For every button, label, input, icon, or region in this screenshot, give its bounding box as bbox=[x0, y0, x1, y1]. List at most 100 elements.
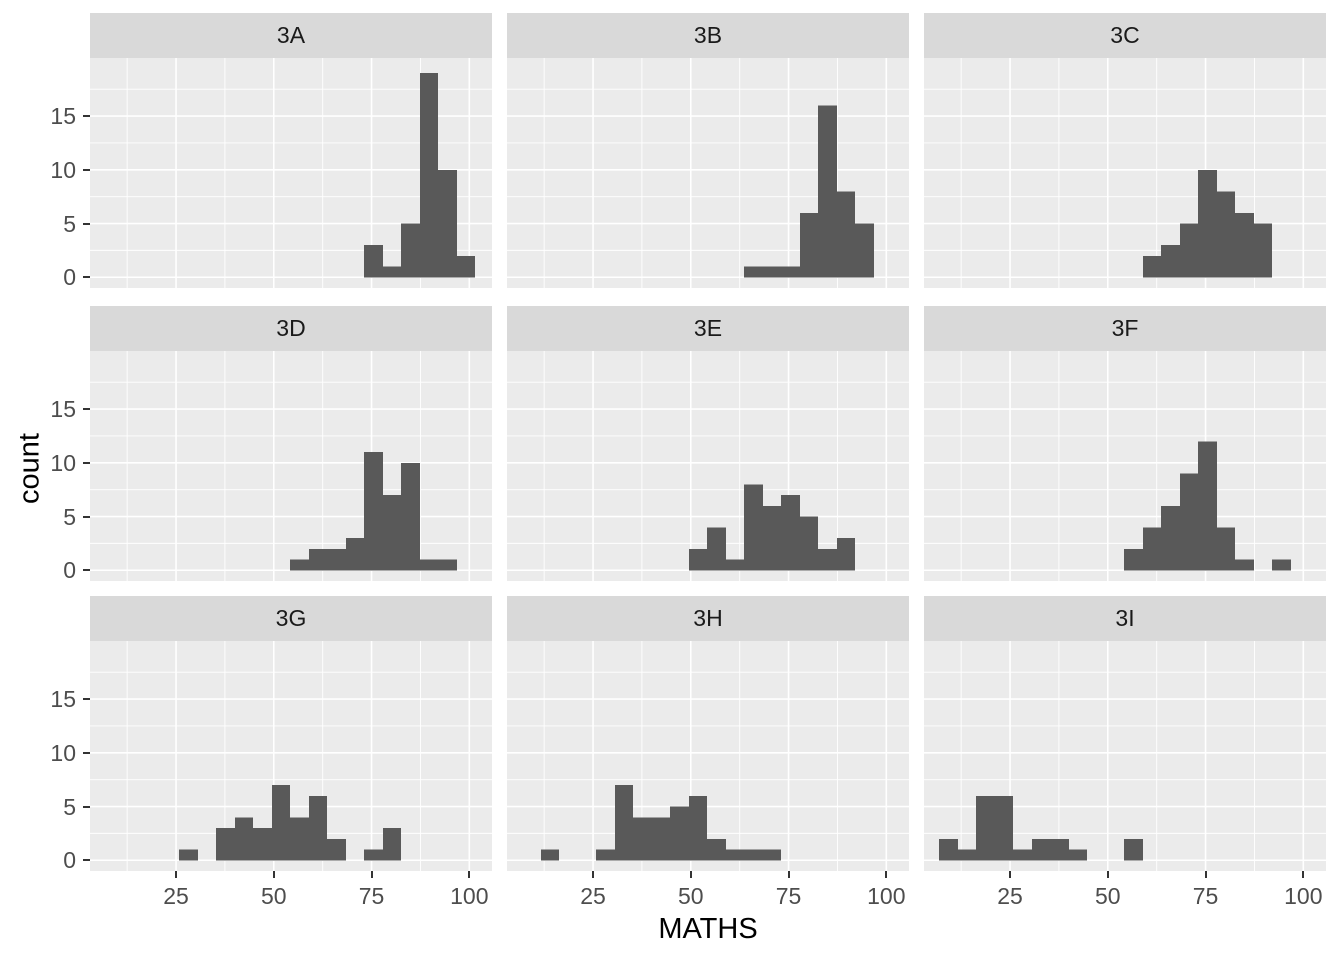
facet-strip-label: 3B bbox=[693, 22, 723, 48]
x-axis-title: MATHS bbox=[658, 913, 758, 945]
histogram-bar bbox=[1235, 559, 1254, 571]
x-tick-mark bbox=[370, 871, 373, 878]
facet-3E: 3E bbox=[507, 306, 909, 581]
x-tick-label: 50 bbox=[1094, 883, 1121, 909]
facet-strip: 3I bbox=[924, 596, 1326, 641]
x-tick-mark bbox=[1009, 871, 1012, 878]
histogram-bar bbox=[290, 817, 309, 861]
y-tick-mark bbox=[83, 461, 90, 464]
histogram-bar bbox=[1198, 169, 1217, 278]
facet-panel bbox=[90, 351, 492, 581]
x-tick-mark bbox=[592, 871, 595, 878]
y-tick-label: 10 bbox=[50, 449, 76, 476]
histogram-bar bbox=[596, 849, 615, 861]
facet-panel bbox=[507, 641, 909, 871]
facet-panel bbox=[924, 641, 1326, 871]
histogram-bar bbox=[346, 538, 364, 571]
histogram-bar bbox=[615, 785, 633, 861]
y-tick-label: 5 bbox=[63, 793, 76, 820]
histogram-bar bbox=[837, 191, 855, 278]
y-tick-mark bbox=[83, 408, 90, 411]
y-tick-label: 0 bbox=[63, 264, 76, 291]
histogram-bar bbox=[633, 817, 652, 861]
facet-panel bbox=[924, 58, 1326, 288]
histogram-bar bbox=[1143, 255, 1161, 278]
x-tick-label: 25 bbox=[163, 883, 189, 909]
x-tick-mark bbox=[787, 871, 790, 878]
facet-strip-label: 3G bbox=[275, 605, 307, 631]
x-tick-mark bbox=[1106, 871, 1109, 878]
facet-panel bbox=[90, 58, 492, 288]
y-tick-label: 15 bbox=[50, 396, 76, 423]
histogram-bar bbox=[1050, 838, 1069, 861]
facet-panel bbox=[924, 351, 1326, 581]
y-tick-label: 15 bbox=[50, 686, 76, 713]
histogram-bar bbox=[1198, 441, 1217, 571]
histogram-bar bbox=[763, 849, 781, 861]
histogram-bar bbox=[1235, 212, 1254, 278]
y-tick-label: 15 bbox=[50, 103, 76, 130]
facet-strip-label: 3C bbox=[1110, 22, 1140, 48]
facet-3I: 3I bbox=[924, 596, 1326, 871]
x-tick-label: 50 bbox=[677, 883, 704, 909]
y-tick-label: 5 bbox=[63, 503, 76, 530]
histogram-bar bbox=[364, 452, 383, 571]
histogram-bar bbox=[652, 817, 670, 861]
facet-strip: 3A bbox=[90, 13, 492, 58]
facet-3B: 3B bbox=[507, 13, 909, 288]
histogram-bar bbox=[541, 849, 559, 861]
x-tick-label: 50 bbox=[260, 883, 287, 909]
facet-strip: 3F bbox=[924, 306, 1326, 351]
histogram-bar bbox=[781, 495, 800, 571]
histogram-bar bbox=[958, 849, 976, 861]
facet-strip: 3H bbox=[507, 596, 909, 641]
x-tick-mark bbox=[175, 871, 178, 878]
histogram-bar bbox=[1069, 849, 1087, 861]
histogram-bar bbox=[995, 795, 1013, 861]
histogram-bar bbox=[179, 849, 198, 861]
facet-strip-label: 3I bbox=[1115, 605, 1135, 631]
histogram-bar bbox=[438, 559, 457, 571]
histogram-bar bbox=[781, 266, 800, 278]
x-tick-mark bbox=[468, 871, 471, 878]
histogram-bar bbox=[1161, 505, 1180, 571]
x-tick-label: 25 bbox=[580, 883, 606, 909]
histogram-bar bbox=[1124, 548, 1143, 571]
y-tick-label: 5 bbox=[63, 210, 76, 237]
histogram-bar bbox=[1217, 527, 1235, 571]
y-tick-mark bbox=[83, 276, 90, 279]
y-tick-label: 0 bbox=[63, 847, 76, 874]
histogram-bar bbox=[800, 516, 818, 571]
histogram-bar bbox=[290, 559, 309, 571]
histogram-bar bbox=[1143, 527, 1161, 571]
histogram-bar bbox=[744, 266, 763, 278]
histogram-bar bbox=[726, 559, 744, 571]
x-tick-mark bbox=[1302, 871, 1305, 878]
facet-3F: 3F bbox=[924, 306, 1326, 581]
histogram-bar bbox=[1013, 849, 1032, 861]
facet-strip-label: 3D bbox=[276, 315, 306, 341]
y-tick-mark bbox=[83, 115, 90, 118]
histogram-bar bbox=[1217, 191, 1235, 278]
histogram-bar bbox=[837, 538, 855, 571]
histogram-bar bbox=[438, 169, 457, 278]
facet-strip-label: 3A bbox=[276, 22, 306, 48]
y-tick-mark bbox=[83, 569, 90, 572]
histogram-bar bbox=[939, 838, 958, 861]
histogram-bar bbox=[800, 212, 818, 278]
y-tick-mark bbox=[83, 515, 90, 518]
histogram-bar bbox=[327, 838, 346, 861]
x-tick-label: 100 bbox=[867, 883, 906, 909]
y-tick-label: 10 bbox=[50, 156, 76, 183]
facet-strip-label: 3E bbox=[693, 315, 723, 341]
y-tick-mark bbox=[83, 222, 90, 225]
facet-strip: 3C bbox=[924, 13, 1326, 58]
facet-panel bbox=[507, 58, 909, 288]
histogram-bar bbox=[420, 559, 438, 571]
x-tick-label: 75 bbox=[775, 883, 802, 909]
histogram-bar bbox=[420, 73, 438, 278]
histogram-bar bbox=[253, 828, 272, 861]
x-tick-label: 100 bbox=[1284, 883, 1323, 909]
histogram-bar bbox=[383, 828, 401, 861]
y-tick-mark bbox=[83, 805, 90, 808]
